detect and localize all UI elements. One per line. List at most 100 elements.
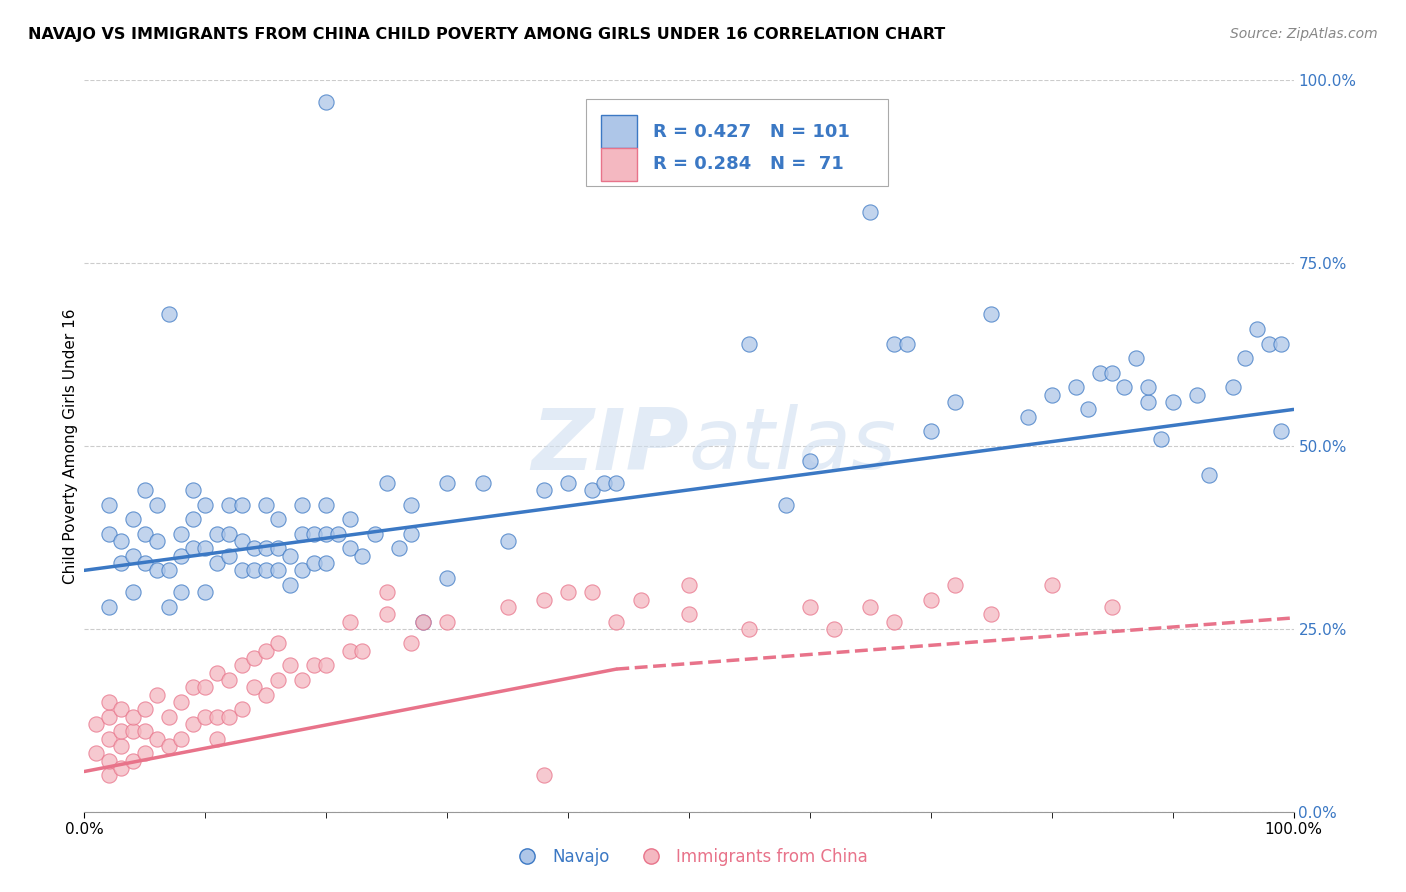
Point [267,673,290,687]
Point [110,724,132,739]
Point [291,563,314,577]
Point [242,651,264,665]
Point [339,615,361,629]
Point [775,498,797,512]
Point [315,95,337,110]
Point [436,615,458,629]
Point [218,498,240,512]
Point [157,709,180,723]
Point [157,599,180,614]
Point [533,768,555,782]
Point [194,498,217,512]
Point [1137,380,1160,394]
Point [1137,395,1160,409]
Point [581,483,603,497]
Point [375,607,398,622]
Point [278,549,301,563]
Point [134,702,156,716]
Point [738,622,761,636]
Point [1234,351,1257,366]
Point [254,563,277,577]
Point [291,498,314,512]
Point [859,599,882,614]
Point [254,498,277,512]
Point [823,622,845,636]
Point [496,534,519,549]
Point [436,571,458,585]
Point [97,709,120,723]
Point [267,512,290,526]
Point [194,709,217,723]
Point [472,475,495,490]
Point [291,526,314,541]
Point [799,453,821,467]
Point [278,578,301,592]
Point [157,307,180,321]
Point [207,665,229,680]
Legend: Navajo, Immigrants from China: Navajo, Immigrants from China [510,847,868,865]
Point [980,307,1002,321]
Point [302,526,325,541]
Point [218,549,240,563]
Point [412,615,434,629]
Text: R = 0.427   N = 101: R = 0.427 N = 101 [652,123,849,141]
Point [315,526,337,541]
Point [218,526,240,541]
Point [267,563,290,577]
Point [738,336,761,351]
Point [1246,322,1268,336]
FancyBboxPatch shape [586,99,889,186]
Point [1258,336,1281,351]
Point [110,702,132,716]
Point [1077,402,1099,417]
Point [581,585,603,599]
Point [315,498,337,512]
Point [110,556,132,570]
Point [399,636,422,650]
Point [181,512,204,526]
Point [1149,432,1171,446]
Point [231,563,253,577]
Point [121,585,143,599]
Point [1101,366,1123,380]
Point [146,688,169,702]
Point [1270,336,1292,351]
Text: Source: ZipAtlas.com: Source: ZipAtlas.com [1230,27,1378,41]
Text: NAVAJO VS IMMIGRANTS FROM CHINA CHILD POVERTY AMONG GIRLS UNDER 16 CORRELATION C: NAVAJO VS IMMIGRANTS FROM CHINA CHILD PO… [28,27,945,42]
Point [207,526,229,541]
Point [207,709,229,723]
Point [231,534,253,549]
Point [97,754,120,768]
Point [315,556,337,570]
Point [859,205,882,219]
Point [328,526,350,541]
Point [146,731,169,746]
Point [181,717,204,731]
Point [943,395,966,409]
Point [1161,395,1184,409]
Point [97,768,120,782]
Point [375,585,398,599]
Point [920,592,942,607]
Point [1040,578,1063,592]
Point [181,541,204,556]
Point [157,563,180,577]
Point [496,599,519,614]
Point [181,483,204,497]
Point [557,585,579,599]
Text: ZIP: ZIP [531,404,689,488]
Point [883,615,905,629]
Point [207,731,229,746]
Point [254,644,277,658]
Point [170,585,193,599]
FancyBboxPatch shape [600,115,637,148]
Point [593,475,616,490]
Point [170,526,193,541]
Point [231,658,253,673]
Point [97,599,120,614]
Point [218,709,240,723]
Point [231,702,253,716]
Text: atlas: atlas [689,404,897,488]
Point [86,746,108,760]
Point [146,563,169,577]
